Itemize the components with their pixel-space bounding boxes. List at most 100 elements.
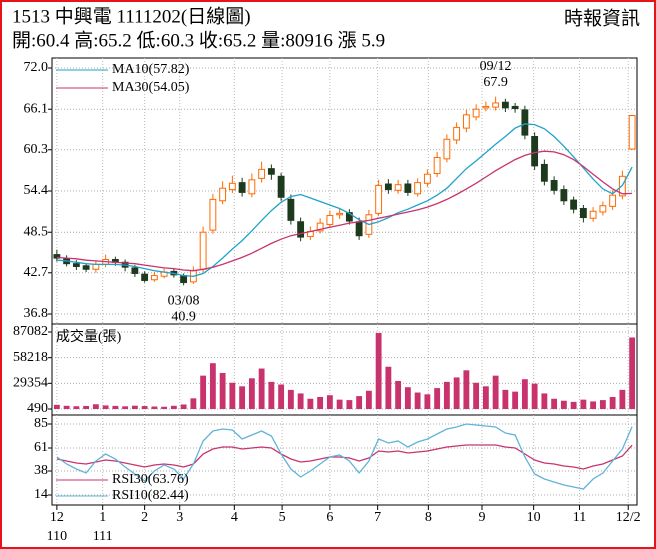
candle-body [492, 102, 500, 108]
volume-bar [424, 394, 431, 409]
y-tick-label: 72.0 [24, 60, 49, 75]
volume-bar [229, 382, 236, 409]
series-line [56, 423, 633, 490]
x-tick-label: 4 [231, 510, 238, 525]
legend-label: MA10(57.82) [112, 62, 190, 77]
volume-bar [278, 384, 285, 409]
volume-bar [560, 400, 567, 409]
volume-bar [209, 363, 216, 409]
volume-bar [375, 332, 382, 409]
y-tick-label: 48.5 [24, 224, 49, 239]
candle-body [209, 198, 217, 231]
volume-bar [473, 382, 480, 409]
y-tick-label: 60.3 [24, 142, 49, 157]
x-year-label: 111 [93, 529, 113, 544]
volume-bar [102, 405, 109, 409]
y-tick-label: 14 [34, 487, 48, 502]
x-tick-label: 9 [478, 510, 485, 525]
candle-body [238, 182, 246, 193]
panel-title: 成交量(張) [56, 328, 122, 345]
candle-body [375, 184, 383, 214]
volume-bar [599, 400, 606, 409]
candle-body [277, 175, 285, 198]
y-tick-label: 38 [34, 463, 48, 478]
volume-bar [131, 405, 138, 409]
candle-body [550, 180, 558, 191]
volume-bar [268, 381, 275, 409]
y-tick-label: 58218 [13, 350, 48, 365]
volume-bar [53, 404, 60, 409]
candle-body [219, 187, 227, 202]
candle-body [579, 207, 587, 219]
volume-bar [170, 405, 177, 409]
annotation-value: 67.9 [483, 75, 508, 90]
volume-bar [122, 406, 129, 409]
annotation-date: 03/08 [168, 294, 200, 309]
volume-bar [356, 396, 363, 409]
candle-body [501, 101, 509, 109]
volume-bar [92, 404, 99, 409]
candle-body [297, 221, 305, 238]
candle-body [453, 126, 461, 141]
y-tick-label: 36.8 [24, 306, 49, 321]
volume-bar [161, 406, 168, 409]
volume-bar [531, 383, 538, 409]
volume-bar [609, 396, 616, 409]
y-tick-label: 42.7 [24, 265, 49, 280]
y-tick-label: 61 [34, 440, 48, 455]
candle-body [404, 183, 412, 193]
volume-bar [570, 401, 577, 409]
volume-bar [365, 390, 372, 409]
volume-bar [287, 389, 294, 409]
volume-bar [112, 405, 119, 409]
volume-bar [580, 399, 587, 409]
candle-body [570, 199, 578, 210]
volume-bar [414, 392, 421, 409]
candle-body [414, 182, 422, 195]
candle-body [258, 168, 266, 179]
candle-body [540, 163, 548, 182]
candle-body [228, 182, 236, 191]
candle-body [394, 184, 402, 191]
x-tick-label: 12 [50, 510, 64, 525]
candle-body [628, 115, 636, 150]
volume-bar [521, 379, 528, 409]
candle-body [609, 194, 617, 207]
volume-bar [317, 396, 324, 409]
y-tick-label: 85 [34, 416, 48, 431]
volume-bar [551, 398, 558, 409]
volume-bar [180, 404, 187, 409]
volume-bar [73, 406, 80, 409]
header-title: 1513 中興電 1111202(日線圖) [12, 5, 251, 27]
volume-bar [258, 368, 265, 409]
legend-label: RSI10(82.44) [112, 488, 189, 503]
candle-body [599, 205, 607, 213]
x-tick-label: 6 [326, 510, 333, 525]
y-tick-label: 490 [27, 401, 48, 416]
candle-body [53, 254, 61, 259]
volume-bar [336, 399, 343, 409]
series-line [56, 123, 633, 277]
volume-bar [239, 386, 246, 409]
candle-body [560, 189, 568, 202]
candle-body [433, 156, 441, 175]
x-tick-label: 12/2 [616, 510, 641, 525]
candle-body [287, 198, 295, 221]
quote: 開:60.4 高:65.2 低:60.3 收:65.2 量:80916 漲 5.… [12, 29, 385, 51]
candle-body [462, 114, 470, 129]
x-tick-label: 2 [141, 510, 148, 525]
legend-label: MA30(54.05) [112, 80, 190, 95]
candle-body [589, 210, 597, 219]
volume-bar [590, 401, 597, 409]
x-year-label: 110 [47, 529, 67, 544]
candle-body [423, 173, 431, 184]
volume-bar [541, 393, 548, 409]
series-line [56, 150, 633, 272]
candle-body [72, 263, 80, 267]
candle-body [482, 105, 490, 109]
volume-bar [219, 372, 226, 409]
x-tick-label: 1 [99, 510, 106, 525]
volume-bar [346, 400, 353, 409]
y-tick-label: 29354 [13, 376, 48, 391]
